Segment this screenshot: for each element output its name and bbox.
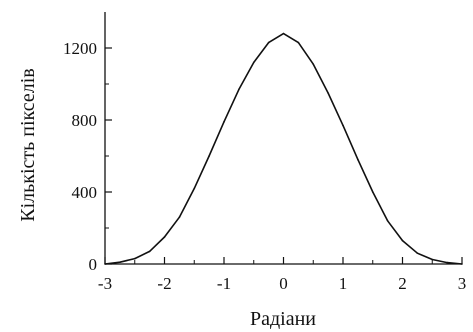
data-point <box>461 263 463 265</box>
x-tick-label: -3 <box>98 274 112 293</box>
data-point <box>282 32 285 35</box>
y-axis-title: Кількість пікселів <box>17 68 39 221</box>
y-tick-label: 800 <box>72 111 98 130</box>
data-point <box>119 261 121 264</box>
x-tick-label: -1 <box>217 274 231 293</box>
data-point <box>312 63 315 65</box>
data-point <box>357 158 359 161</box>
data-point <box>104 263 106 265</box>
data-point <box>238 88 240 91</box>
data-point <box>297 41 300 44</box>
data-point <box>252 61 255 64</box>
y-tick-label: 1200 <box>63 39 97 58</box>
data-point <box>401 239 404 242</box>
x-tick-label: 3 <box>458 274 467 293</box>
data-point <box>178 216 181 218</box>
y-tick-label: 400 <box>72 183 98 202</box>
data-point <box>327 92 329 94</box>
axes <box>104 12 462 265</box>
data-point <box>267 41 270 44</box>
series-group <box>104 32 463 265</box>
data-point <box>163 236 166 238</box>
data-point <box>148 250 151 253</box>
data-point <box>431 258 434 261</box>
data-point <box>446 261 448 264</box>
data-point <box>371 191 374 193</box>
ticks: -3 -2 -1 0 1 2 3 0 400 800 1200 <box>63 39 466 293</box>
data-point <box>416 252 419 254</box>
x-tick-label: 1 <box>339 274 348 293</box>
x-axis-title: Радіани <box>250 308 316 330</box>
data-point <box>223 121 225 123</box>
x-tick-label: 0 <box>279 274 288 293</box>
data-point <box>208 155 210 157</box>
data-point <box>133 257 136 260</box>
data-point <box>386 220 389 222</box>
data-point <box>193 187 196 190</box>
y-tick-label: 0 <box>89 255 98 274</box>
series-line <box>104 32 463 265</box>
data-point <box>342 124 344 127</box>
x-tick-label: 2 <box>398 274 407 293</box>
x-tick-label: -2 <box>157 274 171 293</box>
